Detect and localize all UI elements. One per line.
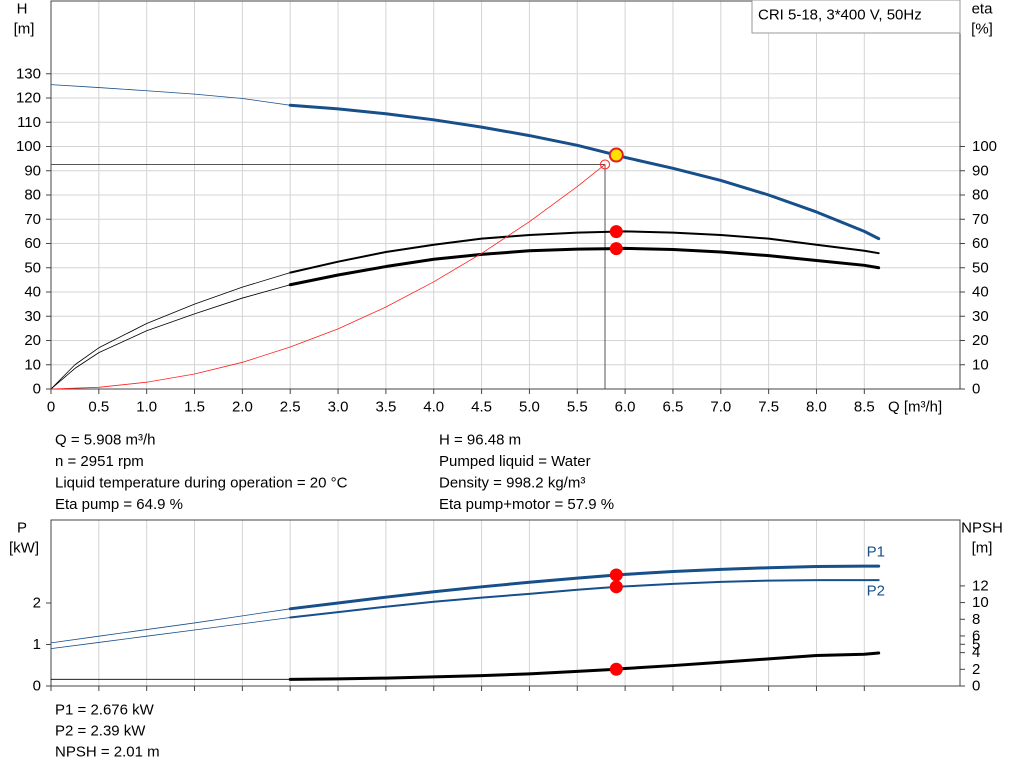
y-tick-label: 120 [16, 90, 41, 107]
y2-tick-label: 8 [972, 611, 980, 628]
readout: Q = 5.908 m³/h [55, 432, 155, 449]
operating-point [609, 580, 623, 594]
readout: P1 = 2.676 kW [55, 702, 155, 719]
y2-tick-label: 50 [972, 259, 989, 276]
x-tick-label: 7.5 [758, 399, 779, 416]
y-tick-label: 50 [24, 259, 41, 276]
operating-point [600, 159, 611, 170]
y-tick-label: 100 [16, 138, 41, 155]
curve [50, 164, 606, 390]
y-tick-label: 90 [24, 162, 41, 179]
y2-tick-label: 0 [972, 381, 980, 398]
y-axis-unit: [m] [14, 21, 35, 38]
curve [288, 651, 881, 681]
y2-tick-label: 5 [972, 636, 980, 653]
y2-tick-label: 6 [972, 627, 980, 644]
curve [50, 608, 291, 644]
x-tick-label: 3.0 [328, 399, 349, 416]
readout: Pumped liquid = Water [439, 453, 591, 470]
y2-tick-label: 12 [972, 577, 989, 594]
readout: Eta pump+motor = 57.9 % [439, 496, 614, 513]
x-tick-label: 6.5 [663, 399, 684, 416]
curve [288, 564, 881, 611]
operating-point [608, 147, 624, 163]
readout: Liquid temperature during operation = 20… [55, 475, 348, 492]
x-tick-label: 5.5 [567, 399, 588, 416]
curve [50, 617, 291, 650]
y2-tick-label: 20 [972, 332, 989, 349]
x-tick-label: 4.0 [423, 399, 444, 416]
y2-tick-label: 80 [972, 187, 989, 204]
operating-point [609, 225, 623, 239]
y-tick-label: 20 [24, 332, 41, 349]
y2-tick-label: 100 [972, 138, 997, 155]
y2-axis-label: eta [972, 1, 994, 18]
x-tick-label: 4.5 [471, 399, 492, 416]
y-tick-label: 40 [24, 284, 41, 301]
y-axis-unit: [kW] [9, 540, 39, 557]
y2-axis-label: NPSH [961, 520, 1003, 537]
y2-tick-label: 30 [972, 308, 989, 325]
x-tick-label: 7.0 [710, 399, 731, 416]
x-tick-label: 5.0 [519, 399, 540, 416]
x-tick-label: 1.0 [136, 399, 157, 416]
y2-tick-label: 70 [972, 211, 989, 228]
y2-tick-label: 10 [972, 594, 989, 611]
y2-tick-label: 40 [972, 284, 989, 301]
curve [288, 103, 881, 241]
y-tick-label: 80 [24, 187, 41, 204]
x-tick-label: 8.5 [854, 399, 875, 416]
operating-point [609, 662, 623, 676]
y2-tick-label: 60 [972, 235, 989, 252]
y2-axis-unit: [%] [971, 21, 993, 38]
y-tick-label: 30 [24, 308, 41, 325]
y-axis-label: H [17, 1, 28, 18]
y-axis-label: P [17, 520, 27, 537]
x-tick-label: 2.5 [280, 399, 301, 416]
y2-tick-label: 0 [972, 678, 980, 695]
readout: n = 2951 rpm [55, 453, 144, 470]
operating-point [609, 568, 623, 582]
operating-point [609, 242, 623, 256]
y-tick-label: 0 [33, 381, 41, 398]
x-tick-label: 6.0 [615, 399, 636, 416]
y2-tick-label: 2 [972, 661, 980, 678]
x-tick-label: 0.5 [88, 399, 109, 416]
x-tick-label: 1.5 [184, 399, 205, 416]
y-tick-label: 60 [24, 235, 41, 252]
plot-frame [50, 519, 961, 687]
y2-tick-label: 90 [972, 162, 989, 179]
readout: H = 96.48 m [439, 432, 521, 449]
y-tick-label: 130 [16, 65, 41, 82]
y-tick-label: 10 [24, 356, 41, 373]
y2-tick-label: 10 [972, 356, 989, 373]
y2-tick-label: 4 [972, 644, 980, 661]
curve [50, 272, 291, 390]
readout: NPSH = 2.01 m [55, 744, 160, 761]
y-tick-label: 70 [24, 211, 41, 228]
series-label: P1 [867, 544, 885, 561]
y-tick-label: 1 [33, 636, 41, 653]
y2-axis-unit: [m] [972, 540, 993, 557]
curve [50, 84, 291, 106]
curve [50, 284, 291, 390]
y-tick-label: 0 [33, 678, 41, 695]
chart-title: CRI 5-18, 3*400 V, 50Hz [758, 7, 922, 24]
x-tick-label: 8.0 [806, 399, 827, 416]
readout: Eta pump = 64.9 % [55, 496, 183, 513]
series-label: P2 [867, 583, 885, 600]
plot-frame [50, 0, 961, 390]
x-tick-label: 2.0 [232, 399, 253, 416]
x-tick-label: 0 [47, 399, 55, 416]
x-tick-label: 3.5 [375, 399, 396, 416]
y-tick-label: 2 [33, 595, 41, 612]
readout: Density = 998.2 kg/m³ [439, 475, 585, 492]
x-axis-label: Q [m³/h] [888, 399, 942, 416]
readout: P2 = 2.39 kW [55, 723, 146, 740]
y-tick-label: 110 [17, 114, 41, 131]
title-box [751, 0, 961, 34]
